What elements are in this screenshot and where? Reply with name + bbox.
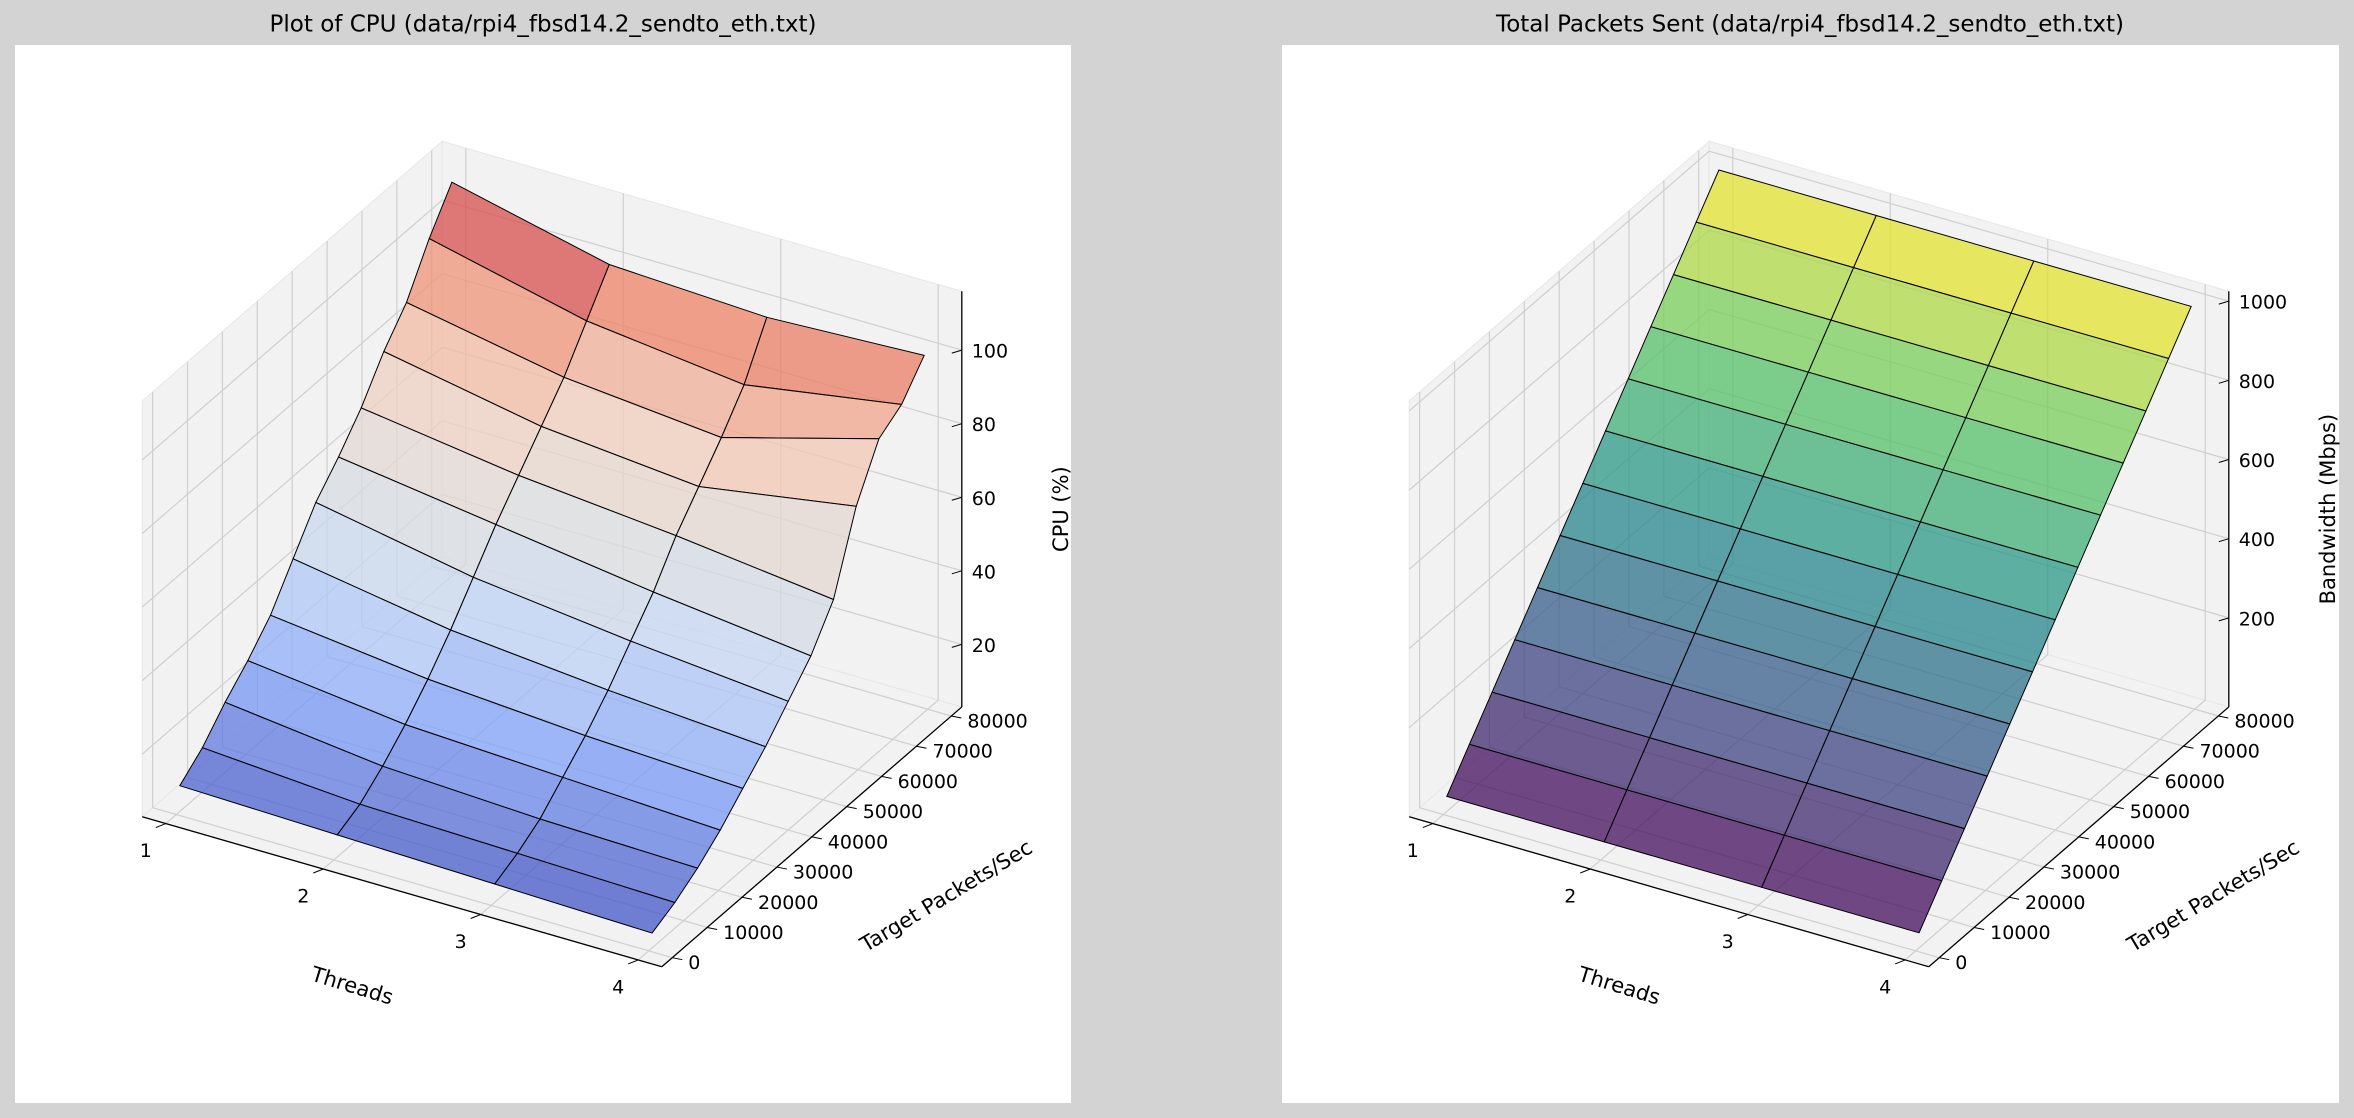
x-tick-label: 1 xyxy=(1407,840,1419,862)
y-tick-label: 70000 xyxy=(932,741,992,763)
surface-face xyxy=(493,852,676,934)
y-tick-label: 0 xyxy=(1955,952,1967,974)
x-tick-label: 2 xyxy=(297,886,309,908)
x-tick-label: 1 xyxy=(140,840,152,862)
grid-line xyxy=(1709,150,2229,302)
y-tick-label: 20000 xyxy=(2025,892,2085,914)
z-axis-label: CPU (%) xyxy=(1049,466,1073,552)
tick-mark xyxy=(1974,926,1985,930)
chart-title: Plot of CPU (data/rpi4_fbsd14.2_sendto_e… xyxy=(270,12,817,38)
tick-mark xyxy=(951,349,962,354)
z-tick-label: 60 xyxy=(972,488,996,510)
tick-mark xyxy=(741,896,753,900)
x-tick-label: 3 xyxy=(455,931,467,953)
y-tick-label: 80000 xyxy=(967,711,1027,733)
tick-mark xyxy=(776,866,788,870)
tick-mark xyxy=(951,496,962,501)
z-tick-label: 600 xyxy=(2239,450,2275,472)
tick-mark xyxy=(155,823,166,829)
tick-mark xyxy=(1737,914,1748,919)
z-tick-label: 800 xyxy=(2239,371,2275,393)
z-tick-label: 400 xyxy=(2239,529,2275,551)
tick-mark xyxy=(951,715,962,719)
y-tick-label: 60000 xyxy=(898,771,958,793)
y-tick-label: 10000 xyxy=(723,922,783,944)
tick-mark xyxy=(2218,617,2229,622)
tick-mark xyxy=(951,423,962,428)
x-axis xyxy=(1409,816,1929,968)
y-tick-label: 20000 xyxy=(758,892,818,914)
y-tick-label: 10000 xyxy=(1990,922,2050,944)
y-tick-label: 80000 xyxy=(2234,711,2294,733)
y-tick-label: 30000 xyxy=(2060,862,2120,884)
z-tick-label: 100 xyxy=(972,341,1008,363)
tick-mark xyxy=(2218,459,2229,463)
tick-mark xyxy=(916,745,927,749)
tick-mark xyxy=(2043,866,2055,870)
tick-mark xyxy=(672,957,683,961)
y-tick-label: 40000 xyxy=(2095,831,2155,853)
x-axis xyxy=(142,816,662,968)
z-tick-label: 200 xyxy=(2239,608,2275,630)
grid-line xyxy=(152,807,673,959)
tick-mark xyxy=(2113,806,2124,810)
y-tick-label: 50000 xyxy=(863,801,923,823)
x-tick-label: 3 xyxy=(1722,931,1734,953)
tick-mark xyxy=(2218,538,2229,543)
x-tick-label: 2 xyxy=(1564,886,1576,908)
tick-mark xyxy=(313,868,324,874)
y-tick-label: 0 xyxy=(688,952,700,974)
tick-mark xyxy=(811,836,822,840)
tick-mark xyxy=(2218,715,2229,719)
x-tick-label: 4 xyxy=(1879,976,1891,998)
tick-mark xyxy=(1422,823,1433,829)
tick-mark xyxy=(707,926,718,930)
grid-line xyxy=(141,273,443,534)
tick-mark xyxy=(881,775,892,779)
y-axis xyxy=(1928,706,2230,968)
tick-mark xyxy=(951,570,962,575)
y-tick-label: 50000 xyxy=(2130,801,2190,823)
y-tick-label: 40000 xyxy=(828,831,888,853)
grid-line xyxy=(1408,229,1710,491)
z-axis-label: Bandwidth (Mbps) xyxy=(2316,414,2340,605)
y-tick-label: 30000 xyxy=(793,862,853,884)
grid-line xyxy=(1408,150,1710,412)
tick-mark xyxy=(846,806,857,810)
tick-mark xyxy=(2183,745,2194,749)
x-tick-label: 4 xyxy=(612,976,624,998)
z-tick-label: 20 xyxy=(972,635,996,657)
y-axis xyxy=(661,706,963,968)
chart-title: Total Packets Sent (data/rpi4_fbsd14.2_s… xyxy=(1495,12,2124,38)
tick-mark xyxy=(470,914,481,919)
z-tick-label: 1000 xyxy=(2239,292,2287,314)
tick-mark xyxy=(951,643,962,648)
z-tick-label: 40 xyxy=(972,561,996,583)
y-tick-label: 60000 xyxy=(2165,771,2225,793)
tick-mark xyxy=(2078,836,2089,840)
tick-mark xyxy=(628,959,639,965)
grid-line xyxy=(141,199,443,461)
tick-mark xyxy=(1895,959,1906,965)
tick-mark xyxy=(2218,300,2229,305)
tick-mark xyxy=(1580,868,1591,874)
tick-mark xyxy=(2218,379,2229,384)
tick-mark xyxy=(2148,775,2159,779)
grid-line xyxy=(1419,807,1940,959)
z-tick-label: 80 xyxy=(972,414,996,436)
y-tick-label: 70000 xyxy=(2199,741,2259,763)
tick-mark xyxy=(2008,896,2020,900)
surface-face xyxy=(1761,834,1943,934)
tick-mark xyxy=(1939,957,1950,961)
